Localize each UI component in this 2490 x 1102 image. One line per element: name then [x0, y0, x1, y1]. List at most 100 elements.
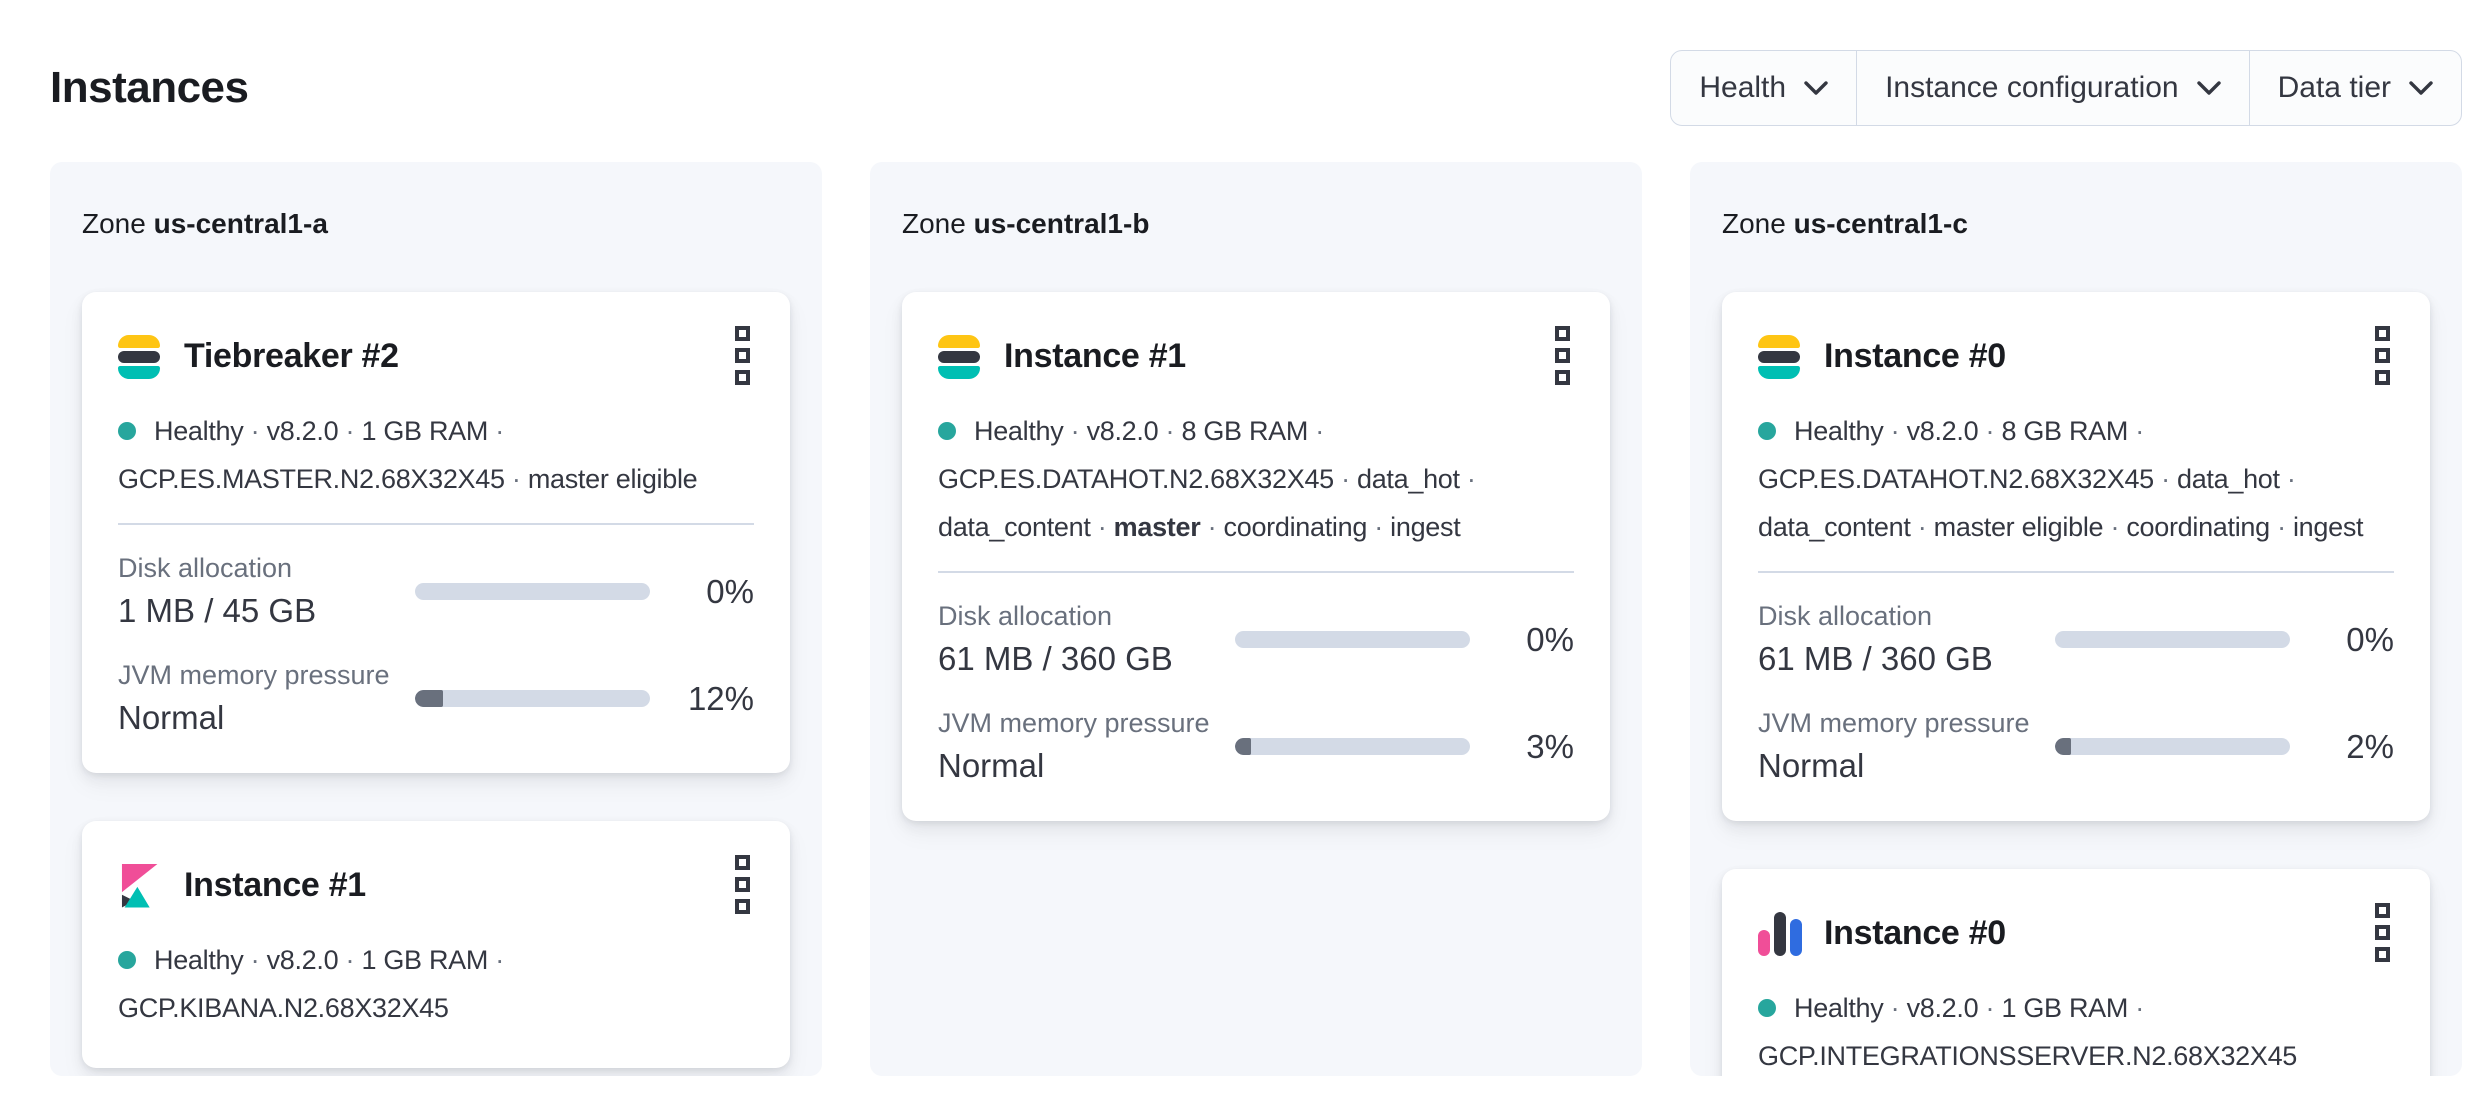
elasticsearch-logo-band [118, 350, 160, 363]
zone-label: Zone us-central1-c [1722, 208, 2430, 240]
healthy-status-dot [1758, 422, 1776, 440]
zone-panel-us-central1-b: Zone us-central1-b Instance #1 Healthy ·… [870, 162, 1642, 1076]
filter-health-button[interactable]: Health [1671, 51, 1858, 125]
metric-label: Disk allocation [1758, 601, 1933, 631]
filter-instance-configuration-label: Instance configuration [1885, 71, 2179, 104]
metric-percent: 2% [2346, 727, 2394, 765]
status-separator-dot: · [1207, 512, 1217, 542]
zone-label-prefix: Zone [1722, 208, 1794, 239]
status-separator-dot: · [1097, 512, 1107, 542]
status-segment: 8 GB RAM [1181, 416, 1309, 446]
instance-menu-button[interactable] [731, 851, 754, 918]
status-segment: v8.2.0 [1906, 416, 1979, 446]
instance-card-header: Instance #1 [938, 324, 1574, 389]
page-header: Instances Health Instance configuration … [0, 0, 2490, 126]
boxes-vertical-icon [1555, 370, 1570, 385]
status-separator-dot: · [1374, 512, 1383, 542]
zone-label: Zone us-central1-a [82, 208, 790, 240]
instance-title: Instance #0 [1824, 337, 2006, 375]
chevron-down-icon [1804, 80, 1828, 95]
status-segment: Healthy [1794, 416, 1884, 446]
status-separator-dot: · [1466, 464, 1476, 494]
status-separator-dot: · [495, 416, 504, 446]
metric-progress-bar [415, 690, 650, 707]
boxes-vertical-icon [2375, 925, 2390, 940]
status-segment: Healthy [974, 416, 1064, 446]
status-segment: data_content [1758, 512, 1911, 542]
status-separator-dot: · [1315, 416, 1324, 446]
status-segment: 1 GB RAM [361, 945, 489, 975]
metric-row: JVM memory pressure Normal 3% [938, 708, 1574, 785]
zone-cards: Instance #1 Healthy · v8.2.0 · 8 GB RAM … [902, 292, 1610, 821]
zone-name: us-central1-b [973, 208, 1150, 239]
instance-status: Healthy · v8.2.0 · 8 GB RAM · GCP.ES.DAT… [1758, 407, 2394, 551]
metric-progress-bar [415, 583, 650, 600]
status-segment: Healthy [154, 416, 244, 446]
metric-progress-bar [1235, 631, 1470, 648]
status-segment: Healthy [1794, 993, 1884, 1023]
metric-progress-fill [415, 690, 444, 707]
kibana-logo [118, 863, 162, 908]
metric-progress-fill [1235, 738, 1251, 755]
integrations-server-logo-bar [1790, 918, 1802, 956]
boxes-vertical-icon [2375, 370, 2390, 385]
boxes-vertical-icon [735, 877, 750, 892]
status-separator-dot: · [2135, 416, 2144, 446]
healthy-status-dot [1758, 999, 1776, 1017]
zone-label: Zone us-central1-b [902, 208, 1610, 240]
zone-cards: Tiebreaker #2 Healthy · v8.2.0 · 1 GB RA… [82, 292, 790, 1068]
status-separator-dot: · [1985, 416, 1995, 446]
status-separator-dot: · [250, 416, 260, 446]
instance-menu-button[interactable] [2371, 322, 2394, 389]
zone-cards: Instance #0 Healthy · v8.2.0 · 8 GB RAM … [1722, 292, 2430, 1076]
instance-title: Tiebreaker #2 [184, 337, 399, 375]
metric-label: JVM memory pressure [1758, 708, 2030, 738]
instance-menu-button[interactable] [2371, 899, 2394, 966]
zone-name: us-central1-c [1793, 208, 1968, 239]
status-segment: GCP.INTEGRATIONSSERVER.N2.68X32X45 [1758, 1041, 2298, 1071]
status-separator-dot: · [1917, 512, 1927, 542]
instance-card: Tiebreaker #2 Healthy · v8.2.0 · 1 GB RA… [82, 292, 790, 773]
status-segment: ingest [1390, 512, 1461, 542]
instance-menu-button[interactable] [1551, 322, 1574, 389]
metric-row: JVM memory pressure Normal 12% [118, 660, 754, 737]
zone-label-prefix: Zone [82, 208, 154, 239]
status-segment: v8.2.0 [266, 945, 339, 975]
status-segment: Healthy [154, 945, 244, 975]
zone-label-prefix: Zone [902, 208, 974, 239]
filter-instance-configuration-button[interactable]: Instance configuration [1857, 51, 2250, 125]
metric-label: Disk allocation [938, 601, 1113, 631]
metric-row: JVM memory pressure Normal 2% [1758, 708, 2394, 785]
healthy-status-dot [118, 951, 136, 969]
healthy-status-dot [118, 422, 136, 440]
filter-data-tier-button[interactable]: Data tier [2250, 51, 2461, 125]
status-separator-dot: · [345, 416, 355, 446]
status-segment: coordinating [2126, 512, 2270, 542]
zones-row: Zone us-central1-a Tiebreaker #2 Healthy… [0, 162, 2490, 1076]
instance-title: Instance #0 [1824, 914, 2006, 952]
metric-value: 61 MB / 360 GB [938, 640, 1173, 677]
metric-label: JVM memory pressure [938, 708, 1210, 738]
boxes-vertical-icon [1555, 348, 1570, 363]
zone-panel-us-central1-a: Zone us-central1-a Tiebreaker #2 Healthy… [50, 162, 822, 1076]
status-segment: GCP.ES.DATAHOT.N2.68X32X45 [1758, 464, 2154, 494]
status-segment: master [1113, 512, 1201, 542]
instance-status: Healthy · v8.2.0 · 8 GB RAM · GCP.ES.DAT… [938, 407, 1574, 551]
boxes-vertical-icon [735, 348, 750, 363]
chevron-down-icon [2196, 80, 2221, 95]
status-segment: v8.2.0 [1086, 416, 1159, 446]
status-separator-dot: · [1070, 416, 1080, 446]
elasticsearch-logo-band [938, 334, 980, 348]
metric-value: Normal [118, 699, 225, 736]
status-segment: 8 GB RAM [2001, 416, 2129, 446]
status-segment: GCP.ES.MASTER.N2.68X32X45 [118, 464, 505, 494]
status-separator-dot: · [2161, 464, 2170, 494]
filter-data-tier-label: Data tier [2277, 71, 2391, 104]
instance-status: Healthy · v8.2.0 · 1 GB RAM · GCP.KIBANA… [118, 936, 754, 1032]
elasticsearch-logo-band [1758, 350, 1800, 363]
elasticsearch-logo-band [1758, 365, 1800, 379]
status-segment: 1 GB RAM [2001, 993, 2129, 1023]
instance-menu-button[interactable] [731, 322, 754, 389]
boxes-vertical-icon [2375, 326, 2390, 341]
instance-status: Healthy · v8.2.0 · 1 GB RAM · GCP.ES.MAS… [118, 407, 754, 503]
